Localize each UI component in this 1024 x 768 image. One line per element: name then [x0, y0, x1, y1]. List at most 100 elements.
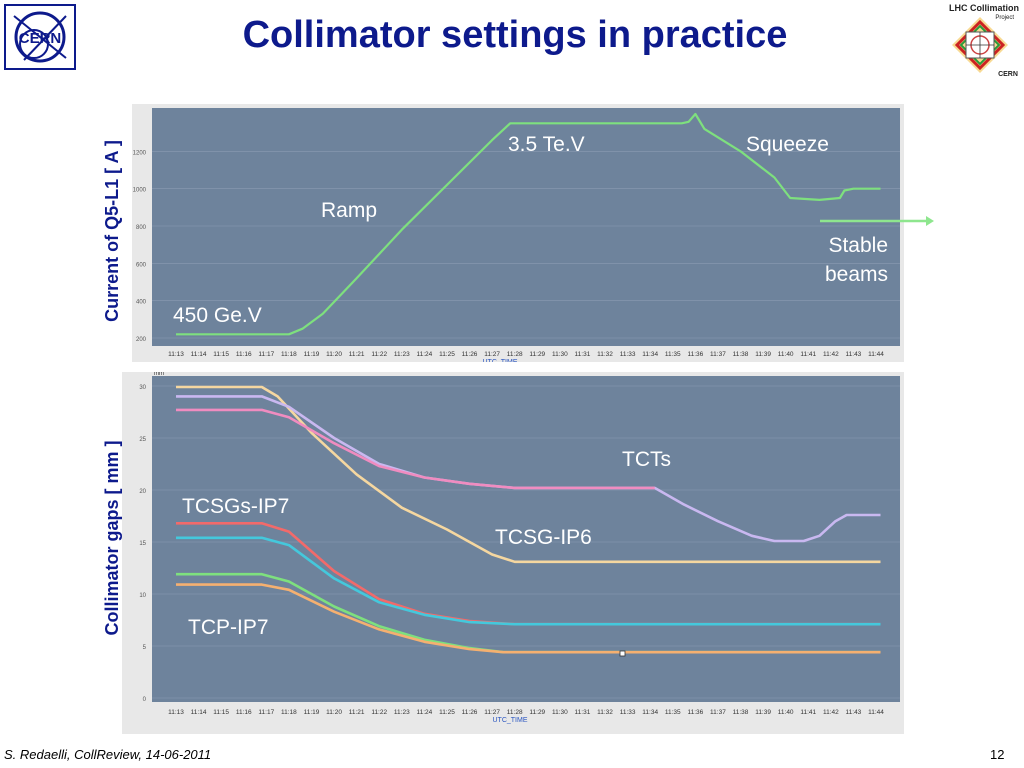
- x-tick-label: 11:42: [823, 351, 839, 358]
- x-tick-label: 11:28: [507, 709, 523, 716]
- x-tick-label: 11:15: [213, 709, 229, 716]
- x-tick-label: 11:24: [416, 351, 432, 358]
- x-tick-label: 11:41: [800, 351, 816, 358]
- cern-logo: CERN: [4, 4, 76, 70]
- x-tick-label: 11:44: [868, 709, 884, 716]
- x-tick-label: 11:14: [191, 351, 207, 358]
- y-tick-label: 1000: [133, 188, 147, 194]
- x-tick-label: 11:42: [823, 709, 839, 716]
- annotation-beams: beams: [825, 263, 888, 286]
- x-tick-label: 11:38: [733, 351, 749, 358]
- tct-lower-line: [176, 408, 655, 490]
- x-tick-label: 11:31: [575, 351, 591, 358]
- x-tick-label: 11:26: [462, 351, 478, 358]
- x-tick-label: 11:24: [416, 709, 432, 716]
- x-tick-label: 11:20: [326, 351, 342, 358]
- plot-area: [152, 376, 900, 702]
- x-tick-label: 11:25: [439, 709, 455, 716]
- y-tick-label: 0: [143, 697, 147, 703]
- tcp-ip7-orange-line: [176, 583, 881, 654]
- x-tick-label: 11:16: [236, 709, 252, 716]
- x-tick-label: 11:36: [687, 351, 703, 358]
- annotation-450-gev: 450 Ge.V: [173, 304, 262, 327]
- svg-text:LHC Collimation: LHC Collimation: [949, 3, 1019, 13]
- x-tick-label: 11:33: [620, 709, 636, 716]
- x-axis-label: UTC_TIME: [483, 359, 518, 362]
- x-tick-label: 11:27: [484, 709, 500, 716]
- x-tick-label: 11:31: [575, 709, 591, 716]
- x-tick-label: 11:29: [529, 351, 545, 358]
- y-tick-label: 800: [136, 225, 147, 231]
- lhc-collimation-logo: LHC Collimation Project CERN: [949, 3, 1019, 78]
- x-tick-label: 11:19: [304, 351, 320, 358]
- x-tick-label: 11:23: [394, 351, 410, 358]
- x-tick-label: 11:15: [213, 351, 229, 358]
- x-tick-label: 11:29: [529, 709, 545, 716]
- tcsg-ip6-line: [176, 385, 881, 564]
- annotation-ramp: Ramp: [321, 199, 377, 222]
- cern-logo-text: CERN: [19, 30, 62, 47]
- x-tick-label: 11:44: [868, 351, 884, 358]
- x-tick-label: 11:21: [349, 709, 365, 716]
- y-tick-label: 5: [143, 645, 147, 651]
- y-tick-label: 600: [136, 262, 147, 268]
- cursor-marker: [619, 650, 626, 657]
- x-tick-label: 11:22: [371, 709, 387, 716]
- x-tick-label: 11:16: [236, 351, 252, 358]
- x-tick-label: 11:25: [439, 351, 455, 358]
- x-tick-label: 11:30: [552, 351, 568, 358]
- x-tick-label: 11:36: [687, 709, 703, 716]
- x-tick-label: 11:34: [642, 709, 658, 716]
- x-tick-label: 11:35: [665, 351, 681, 358]
- x-tick-label: 11:18: [281, 709, 297, 716]
- x-tick-label: 11:17: [258, 709, 274, 716]
- tct-upper-line: [176, 395, 881, 543]
- y-tick-label: 30: [139, 385, 146, 391]
- footer-author: S. Redaelli, CollReview, 14-06-2011: [4, 747, 212, 762]
- x-tick-label: 11:38: [733, 709, 749, 716]
- unit-label: mm: [154, 372, 164, 377]
- y-tick-label: 200: [136, 337, 147, 343]
- y-tick-label: 25: [139, 437, 146, 443]
- annotation-tcp-ip7: TCP-IP7: [188, 616, 269, 639]
- x-tick-label: 11:26: [462, 709, 478, 716]
- x-tick-label: 11:13: [168, 709, 184, 716]
- x-tick-label: 11:39: [755, 709, 771, 716]
- x-tick-label: 11:32: [597, 709, 613, 716]
- x-tick-label: 11:41: [800, 709, 816, 716]
- x-tick-label: 11:39: [755, 351, 771, 358]
- x-tick-label: 11:32: [597, 351, 613, 358]
- y-tick-label: 10: [139, 593, 146, 599]
- top-y-axis-label: Current of Q5-L1 [ A ]: [102, 140, 122, 322]
- annotation-tcts: TCTs: [622, 448, 671, 471]
- svg-text:Project: Project: [995, 15, 1014, 21]
- x-tick-label: 11:43: [846, 709, 862, 716]
- x-tick-label: 11:23: [394, 709, 410, 716]
- x-tick-label: 11:27: [484, 351, 500, 358]
- page-number: 12: [990, 747, 1005, 762]
- x-tick-label: 11:19: [304, 709, 320, 716]
- y-tick-label: 400: [136, 300, 147, 306]
- y-tick-label: 1200: [133, 150, 147, 156]
- annotation-tcsgs-ip7: TCSGs-IP7: [182, 495, 289, 518]
- annotation-stable: Stable: [828, 234, 888, 257]
- y-tick-label: 20: [139, 489, 146, 495]
- stable-beams-arrowhead: [904, 216, 934, 226]
- x-tick-label: 11:37: [710, 709, 726, 716]
- annotation-3-5-tev: 3.5 Te.V: [508, 133, 585, 156]
- x-tick-label: 11:33: [620, 351, 636, 358]
- x-tick-label: 11:34: [642, 351, 658, 358]
- x-tick-label: 11:37: [710, 351, 726, 358]
- x-tick-label: 11:28: [507, 351, 523, 358]
- x-tick-label: 11:35: [665, 709, 681, 716]
- tcsg-ip7-cyan-line: [176, 536, 881, 626]
- plot-area: [152, 108, 900, 346]
- x-tick-label: 11:18: [281, 351, 297, 358]
- x-tick-label: 11:20: [326, 709, 342, 716]
- collimator-gaps-chart: 0 5 10 15 20 25 30 11:13 11:14 11:15 11:16 11:17 11:…: [122, 372, 904, 734]
- y-tick-label: 15: [139, 541, 146, 547]
- x-tick-label: 11:21: [349, 351, 365, 358]
- x-tick-label: 11:17: [258, 351, 274, 358]
- x-tick-label: 11:22: [371, 351, 387, 358]
- svg-text:CERN: CERN: [998, 71, 1018, 78]
